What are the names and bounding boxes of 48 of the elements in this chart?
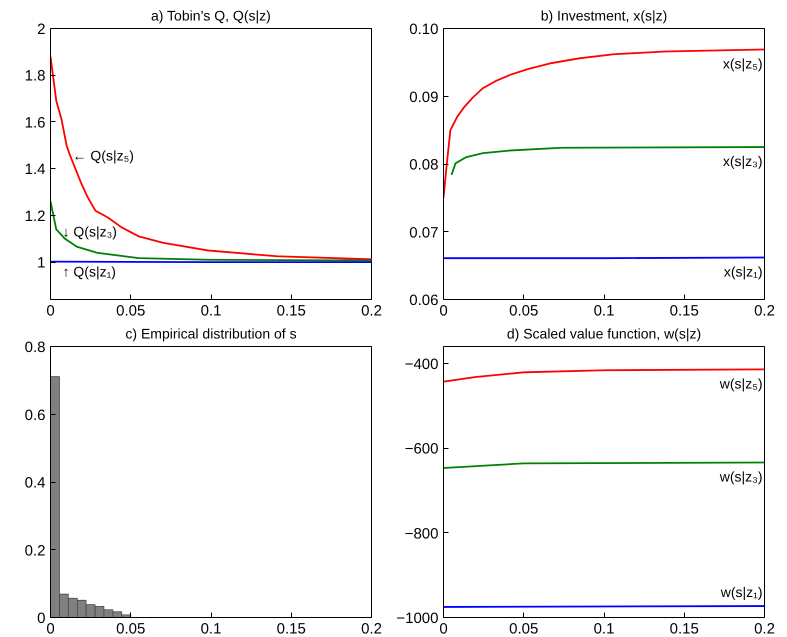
series-label: x(s|z₅) bbox=[722, 56, 763, 72]
y-tick-label: 1.8 bbox=[24, 68, 46, 85]
x-tick-label: 0.15 bbox=[276, 302, 306, 320]
y-tick-label: −400 bbox=[404, 356, 439, 373]
x-tick-label: 0.15 bbox=[276, 620, 306, 637]
y-tick-label: 0.09 bbox=[409, 88, 439, 106]
y-tick-label: 0.4 bbox=[24, 474, 46, 492]
x-tick-label: 0.2 bbox=[361, 620, 382, 637]
y-tick-label: 0.2 bbox=[24, 542, 46, 560]
chart-title: a) Tobin’s Q, Q(s|z) bbox=[150, 8, 271, 24]
series-label: w(s|z₁) bbox=[720, 584, 762, 600]
y-tick-label: 0.08 bbox=[409, 156, 439, 174]
chart-title: c) Empirical distribution of s bbox=[125, 326, 297, 342]
y-tick-label: 0.07 bbox=[409, 224, 439, 242]
x-tick-label: 0.05 bbox=[509, 620, 538, 637]
x-tick-label: 0.2 bbox=[754, 302, 775, 320]
series-label: x(s|z₃) bbox=[722, 153, 763, 170]
annotation: ↓ Q(s|z₃) bbox=[62, 224, 117, 240]
y-tick-label: 0.10 bbox=[409, 21, 439, 38]
y-tick-label: 0.8 bbox=[24, 339, 46, 356]
annotation: ↑ Q(s|z₁) bbox=[62, 264, 116, 280]
y-tick-label: −800 bbox=[404, 525, 439, 542]
x-tick-label: 0.15 bbox=[670, 620, 699, 637]
x-tick-label: 0.1 bbox=[594, 620, 614, 637]
y-tick-label: −600 bbox=[404, 440, 439, 458]
y-tick-label: 0.06 bbox=[409, 292, 439, 309]
annotation: ← Q(s|z₅) bbox=[72, 148, 134, 164]
x-tick-label: 0.05 bbox=[116, 302, 146, 320]
x-tick-label: 0.05 bbox=[116, 620, 146, 637]
x-tick-label: 0.1 bbox=[594, 302, 614, 320]
x-tick-label: 0.1 bbox=[200, 302, 222, 320]
chart-title: d) Scaled value function, w(s|z) bbox=[506, 326, 702, 342]
y-tick-label: 1.4 bbox=[24, 161, 46, 178]
y-tick-label: 0.6 bbox=[24, 406, 46, 424]
x-tick-label: 0.2 bbox=[754, 620, 775, 637]
series-label: w(s|z₅) bbox=[718, 375, 763, 392]
chart-title: b) Investment, x(s|z) bbox=[540, 8, 668, 24]
x-tick-label: 0.2 bbox=[361, 302, 382, 320]
y-tick-label: −1000 bbox=[396, 610, 439, 627]
y-tick-label: 2 bbox=[37, 21, 46, 38]
x-tick-label: 0.1 bbox=[200, 620, 222, 637]
x-tick-label: 0.05 bbox=[509, 302, 538, 320]
series-label: x(s|z₁) bbox=[724, 263, 763, 280]
y-tick-label: 1.2 bbox=[24, 208, 46, 225]
series-label: w(s|z₃) bbox=[718, 468, 763, 485]
x-tick-label: 0.15 bbox=[670, 302, 699, 320]
y-tick-label: 1.6 bbox=[24, 114, 46, 132]
y-tick-label: 1 bbox=[37, 254, 46, 272]
